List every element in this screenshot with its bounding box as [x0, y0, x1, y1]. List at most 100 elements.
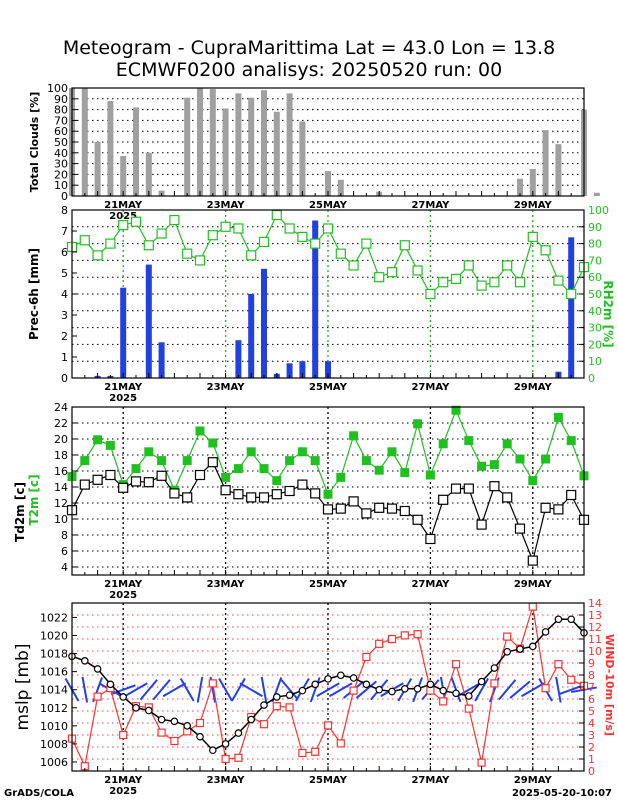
t2m-marker — [208, 438, 218, 448]
rh-marker — [92, 250, 103, 261]
wind-marker — [541, 684, 550, 693]
wind-barb — [110, 684, 136, 696]
wind-barb — [355, 680, 378, 699]
t2m-marker — [259, 464, 269, 474]
cloud-bar — [261, 90, 267, 196]
wind-marker — [554, 660, 563, 669]
rh-marker — [489, 277, 500, 288]
td2m-marker — [399, 505, 410, 517]
temp-x-tick-label: 25MAY — [309, 579, 348, 590]
t2m-marker — [528, 476, 538, 486]
td2m-marker — [476, 519, 487, 530]
prec-y-tick-label: 0 — [61, 372, 68, 385]
td2m-marker — [169, 488, 180, 499]
mslp-marker — [464, 692, 473, 700]
mslp-marker — [426, 680, 435, 689]
rh-marker — [322, 223, 334, 234]
mslp-marker — [119, 693, 128, 701]
mslp-marker — [234, 729, 243, 737]
rh-marker — [194, 255, 206, 266]
t2m-marker — [374, 465, 384, 475]
wind-marker — [426, 686, 435, 695]
wind-marker — [400, 631, 409, 640]
wind-marker — [119, 730, 128, 740]
mslp-y-tick-label: 1014 — [40, 684, 68, 697]
wind-marker — [170, 736, 179, 746]
mslp-marker — [336, 671, 345, 680]
rh-marker — [514, 277, 526, 288]
t2m-marker — [105, 440, 115, 450]
mslp-y2-tick-label: 4 — [588, 717, 595, 730]
td2m-marker — [182, 492, 193, 503]
rh-marker — [284, 223, 295, 234]
prec-bar — [325, 361, 331, 378]
prec-x-tick-label: 29MAY — [514, 382, 553, 393]
wind-marker — [413, 630, 422, 639]
t2m-marker — [221, 472, 231, 482]
mslp-marker — [145, 706, 153, 715]
wind-marker — [93, 692, 102, 701]
rh-marker — [79, 235, 90, 246]
wind-marker — [157, 728, 166, 737]
t2m-marker — [182, 456, 192, 466]
prec-y-tick-label: 8 — [61, 204, 68, 217]
mslp-marker — [413, 685, 422, 693]
mslp-y2-tick-label: 0 — [588, 765, 595, 778]
wind-marker — [272, 702, 281, 711]
wind-marker — [567, 675, 576, 684]
td2m-marker — [258, 492, 270, 503]
t2m-marker — [80, 456, 90, 466]
prec-bar — [145, 264, 152, 378]
wind-marker — [349, 686, 358, 695]
mslp-wind-panel: 21MAY 23MAY 25MAY 27MAY 29MAY202510061008101… — [13, 597, 616, 797]
td2m-marker — [322, 504, 334, 515]
rh-marker — [335, 248, 346, 259]
prec-y2-tick-label: 20 — [588, 338, 602, 351]
t2m-marker — [400, 468, 410, 478]
temp-y-tick-label: 16 — [54, 465, 68, 478]
rh-marker — [348, 260, 359, 271]
td2m-marker — [79, 479, 90, 490]
prec-x-tick-label: 27MAY — [411, 382, 450, 393]
td2m-marker — [489, 481, 500, 492]
t2m-marker — [310, 456, 320, 466]
clouds-y-tick-label: 90 — [54, 93, 68, 106]
rh-marker — [438, 277, 449, 288]
temp-y-tick-label: 24 — [54, 401, 68, 414]
mslp-marker — [170, 717, 179, 726]
td2m-marker — [540, 502, 551, 513]
td2m-y-label: Td2m [c] — [13, 482, 27, 542]
t2m-marker — [566, 436, 576, 446]
prec-bar — [568, 237, 575, 378]
rh-marker — [386, 267, 398, 278]
t2m-marker — [477, 461, 487, 471]
wind-marker — [336, 739, 345, 748]
clouds-y-tick-label: 30 — [54, 158, 68, 171]
wind-y-label: WIND-10m [m/s] — [603, 634, 616, 736]
mslp-x-tick-label: 23MAY — [207, 775, 246, 786]
td2m-marker — [284, 485, 295, 497]
prec-y2-tick-label: 80 — [588, 238, 602, 251]
temp-y-tick-label: 18 — [54, 449, 68, 462]
td2m-marker — [374, 502, 385, 513]
td2m-marker — [450, 483, 462, 494]
cloud-bar — [209, 89, 216, 196]
temp-y-tick-label: 20 — [54, 433, 68, 446]
rh-marker — [271, 209, 282, 221]
mslp-x-tick-label: 27MAY — [411, 775, 450, 786]
footer-right: 2025-05-20-10:07 — [512, 788, 612, 799]
cloud-bar — [222, 108, 229, 196]
wind-marker — [298, 748, 307, 758]
cloud-bar — [286, 93, 293, 196]
cloud-bar — [184, 97, 191, 196]
mslp-marker — [106, 680, 115, 689]
clouds-x-tick-label: 27MAY — [411, 200, 450, 211]
wind-marker — [234, 753, 243, 762]
t2m-marker — [553, 412, 563, 422]
mslp-marker — [388, 687, 396, 696]
mslp-marker — [375, 685, 384, 694]
td2m-marker — [310, 488, 321, 499]
mslp-marker — [260, 701, 268, 709]
mslp-marker — [209, 746, 217, 755]
t2m-marker — [131, 464, 141, 474]
